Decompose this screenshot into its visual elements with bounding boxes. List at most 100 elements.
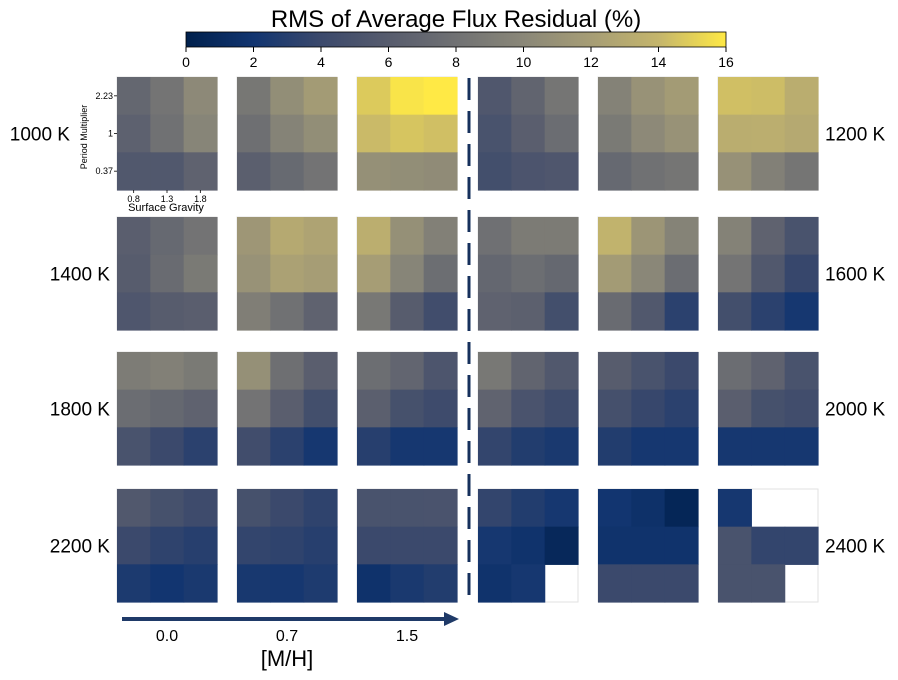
heatmap-cell	[718, 217, 752, 256]
heatmap-cell	[511, 254, 546, 293]
heatmap-panel	[236, 76, 338, 191]
heatmap-cell	[478, 217, 512, 256]
heatmap-cell	[784, 254, 819, 293]
heatmap-cell	[237, 114, 271, 153]
heatmap-cell	[390, 427, 425, 466]
heatmap-cell	[511, 114, 546, 153]
x-axis-label: [M/H]	[261, 646, 314, 671]
heatmap-cell	[664, 427, 699, 466]
heatmap-cell	[237, 292, 271, 331]
heatmap-cell	[237, 389, 271, 428]
heatmap-cell	[511, 217, 546, 256]
heatmap-panel	[236, 216, 338, 331]
colorbar-tick-label: 16	[718, 54, 734, 70]
heatmap-cell	[598, 114, 632, 153]
heatmap-cell	[423, 427, 458, 466]
heatmap-cell	[478, 489, 512, 528]
subplot-xtick-label: 1.3	[161, 194, 174, 204]
heatmap-cell	[511, 292, 546, 331]
heatmap-cell	[150, 489, 185, 528]
colorbar-ticks: 0 2 4 6 8 10 12 14 16	[182, 47, 734, 70]
heatmap-cell	[117, 427, 151, 466]
heatmap-cell	[117, 254, 151, 293]
heatmap-cell	[150, 254, 185, 293]
heatmap-cell	[751, 427, 786, 466]
heatmap-cell	[390, 389, 425, 428]
heatmap-cell	[357, 526, 391, 565]
heatmap-cell	[117, 352, 151, 391]
heatmap-panel	[236, 351, 338, 466]
heatmap-cell	[390, 152, 425, 191]
heatmap-cell	[357, 489, 391, 528]
metallicity-arrowhead	[444, 612, 459, 626]
heatmap-cell	[270, 427, 305, 466]
heatmap-cell	[784, 292, 819, 331]
heatmap-cell	[511, 352, 546, 391]
colorbar-tick-label: 10	[516, 54, 532, 70]
temperature-labels: 1000 K 1200 K 1400 K 1600 K 1800 K 2000 K 2200…	[10, 125, 886, 558]
heatmap-cell	[598, 77, 632, 116]
heatmap-cell	[718, 526, 752, 565]
heatmap-cell	[303, 114, 338, 153]
heatmap-cell	[598, 352, 632, 391]
heatmap-cell	[150, 389, 185, 428]
heatmap-cell	[390, 564, 425, 603]
subplot-ytick-label: 0.37	[95, 166, 113, 176]
temperature-label-right: 2000 K	[825, 400, 886, 421]
heatmap-cell	[664, 292, 699, 331]
subplot-ytick-label: 1	[108, 129, 113, 139]
heatmap-panel	[717, 76, 819, 191]
heatmap-cell	[357, 77, 391, 116]
heatmap-cell	[664, 489, 699, 528]
heatmap-panel	[356, 76, 458, 191]
heatmap-cell	[511, 489, 546, 528]
heatmap-cell	[598, 217, 632, 256]
heatmap-cell	[303, 352, 338, 391]
heatmap-cell	[751, 217, 786, 256]
heatmap-cell	[598, 254, 632, 293]
heatmap-cell	[117, 526, 151, 565]
heatmap-cell	[150, 77, 185, 116]
heatmap-cell	[183, 152, 218, 191]
heatmap-cell	[117, 489, 151, 528]
heatmap-cell	[598, 564, 632, 603]
heatmap-panel	[477, 76, 579, 191]
heatmap-cell	[303, 489, 338, 528]
heatmap-cell	[270, 254, 305, 293]
heatmap-cell	[150, 292, 185, 331]
heatmap-cell	[478, 564, 512, 603]
heatmap-cell	[183, 526, 218, 565]
subplot-xtick-label: 0.8	[127, 194, 140, 204]
heatmap-cell	[423, 292, 458, 331]
heatmap-cell	[751, 114, 786, 153]
heatmap-cell	[303, 389, 338, 428]
heatmap-cell	[718, 427, 752, 466]
heatmap-cell	[237, 152, 271, 191]
heatmap-cell	[631, 564, 666, 603]
colorbar-tick-label: 0	[182, 54, 190, 70]
heatmap-cell	[390, 352, 425, 391]
colorbar-title: RMS of Average Flux Residual (%)	[271, 6, 641, 33]
heatmap-cell	[183, 389, 218, 428]
heatmap-cell	[303, 427, 338, 466]
metallicity-label: 0.0	[156, 628, 178, 645]
colorbar-tick-label: 12	[583, 54, 599, 70]
heatmap-cell	[183, 564, 218, 603]
heatmap-cell	[511, 389, 546, 428]
heatmap-cell	[390, 217, 425, 256]
colorbar-tick-label: 6	[385, 54, 393, 70]
heatmap-cell	[423, 489, 458, 528]
heatmap-cell	[150, 114, 185, 153]
heatmap-cell	[270, 152, 305, 191]
heatmap-cell	[237, 217, 271, 256]
heatmap-cell	[718, 152, 752, 191]
heatmap-panel	[477, 216, 579, 331]
heatmap-cell	[423, 389, 458, 428]
heatmap-cell	[237, 254, 271, 293]
heatmap-panel	[477, 488, 579, 603]
heatmap-cell	[598, 292, 632, 331]
heatmap-cell	[303, 77, 338, 116]
heatmap-cell	[664, 352, 699, 391]
heatmap-panel	[116, 351, 218, 466]
heatmap-cell	[357, 152, 391, 191]
